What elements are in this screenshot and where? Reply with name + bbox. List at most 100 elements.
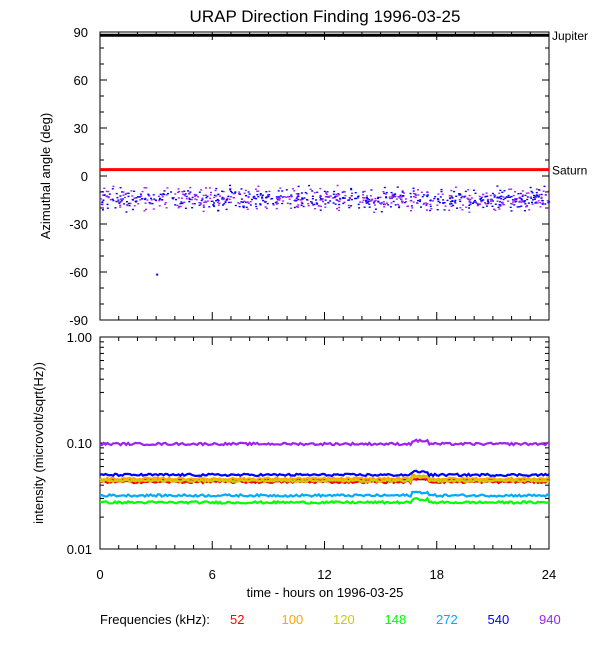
azimuth-point (433, 197, 436, 200)
azimuth-point (237, 202, 240, 204)
azimuth-point (315, 202, 318, 204)
azimuth-point (150, 197, 152, 200)
azimuth-point (307, 203, 310, 205)
azimuth-point (133, 190, 136, 192)
azimuth-point (199, 202, 202, 204)
azimuth-point (316, 191, 319, 193)
intensity-y-tick-label: 0.10 (67, 436, 92, 451)
azimuth-point (480, 201, 483, 203)
azimuth-point (531, 201, 533, 204)
azimuth-point (133, 205, 136, 207)
azimuth-point (311, 195, 314, 197)
x-tick-label: 0 (96, 567, 103, 582)
azimuth-point (143, 187, 146, 189)
azimuth-point (540, 193, 543, 196)
azimuth-point (409, 200, 412, 202)
azimuth-point (184, 207, 187, 209)
azimuth-point (217, 204, 220, 206)
azimuth-point (320, 205, 323, 207)
azimuth-point (240, 198, 243, 200)
azimuth-point (424, 202, 427, 204)
azimuth-point (275, 207, 278, 210)
azimuth-point (532, 199, 534, 201)
azimuth-point (177, 188, 180, 190)
azimuth-point (102, 199, 105, 201)
azimuth-point (107, 190, 110, 193)
azimuth-point (448, 209, 451, 211)
azimuth-point (449, 203, 451, 205)
azimuth-point (332, 202, 335, 204)
azimuth-point (218, 202, 221, 204)
azimuth-point (369, 195, 372, 197)
azimuth-point (101, 194, 104, 196)
azimuth-point (426, 194, 429, 196)
azimuth-point (336, 195, 339, 197)
azimuth-point (213, 202, 215, 204)
azimuth-point (354, 197, 357, 200)
azimuth-point (410, 210, 412, 212)
azimuth-point (529, 186, 532, 189)
azimuth-point (301, 197, 304, 199)
azimuth-point (191, 203, 194, 205)
azimuth-point (152, 194, 155, 196)
azimuth-point (379, 196, 382, 199)
azimuth-point (506, 196, 509, 198)
azimuth-y-tick-label: 60 (74, 73, 88, 88)
azimuth-point (319, 187, 322, 190)
azimuth-point (324, 203, 327, 205)
azimuth-point (401, 190, 404, 192)
azimuth-point (377, 196, 380, 199)
azimuth-point (412, 190, 415, 192)
azimuth-point (462, 204, 464, 206)
azimuth-point (387, 204, 390, 206)
azimuth-point (241, 201, 244, 203)
azimuth-point (166, 187, 169, 189)
azimuth-point (478, 203, 481, 206)
azimuth-point (292, 188, 294, 190)
azimuth-point (499, 189, 502, 192)
azimuth-point (205, 201, 208, 203)
azimuth-point (140, 195, 143, 197)
azimuth-point (211, 200, 214, 202)
azimuth-point (507, 200, 510, 202)
azimuth-point (458, 198, 461, 201)
azimuth-point (202, 194, 205, 197)
azimuth-point (253, 197, 256, 199)
azimuth-point (131, 208, 134, 211)
azimuth-point (295, 193, 298, 195)
azimuth-point (303, 197, 306, 199)
azimuth-point (221, 196, 224, 199)
azimuth-point (464, 190, 467, 193)
azimuth-point (469, 198, 472, 201)
azimuth-point (514, 191, 517, 193)
azimuth-point (261, 197, 264, 200)
azimuth-point (290, 195, 292, 197)
azimuth-point (208, 206, 211, 208)
azimuth-point (434, 196, 437, 198)
azimuth-point (324, 196, 327, 198)
azimuth-point (439, 196, 442, 198)
azimuth-point (432, 200, 434, 202)
azimuth-point (417, 194, 420, 196)
azimuth-point (215, 195, 218, 197)
azimuth-point (365, 200, 367, 202)
azimuth-point (393, 195, 396, 197)
intensity-y-tick-label: 1.00 (67, 330, 92, 345)
azimuth-point (546, 200, 549, 202)
azimuth-point (158, 205, 161, 207)
azimuth-point (319, 196, 322, 198)
azimuth-point (442, 202, 445, 204)
azimuth-point (452, 204, 455, 207)
azimuth-point (455, 195, 458, 197)
azimuth-point (294, 199, 297, 201)
azimuth-point (362, 194, 364, 196)
azimuth-point (276, 199, 279, 201)
x-tick-label: 6 (209, 567, 216, 582)
azimuth-point (497, 206, 500, 208)
azimuth-point (245, 194, 248, 197)
azimuth-point (493, 196, 496, 198)
azimuth-point (540, 196, 543, 199)
azimuth-point (533, 196, 535, 199)
azimuth-point (297, 195, 300, 198)
azimuth-point (193, 203, 196, 205)
